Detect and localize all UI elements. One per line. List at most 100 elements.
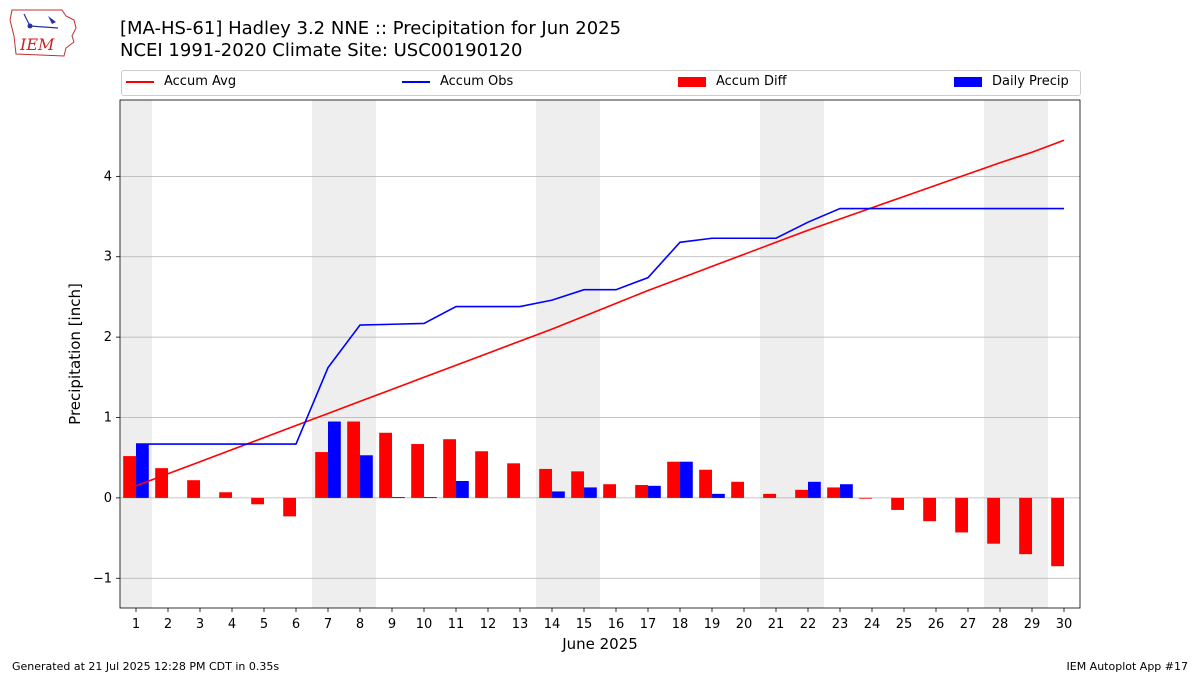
bar-daily-precip	[328, 421, 341, 498]
x-tick-label: 4	[228, 617, 236, 632]
bar-daily-precip	[584, 487, 597, 498]
x-tick-label: 15	[576, 617, 593, 632]
legend-label-daily-precip: Daily Precip	[992, 74, 1069, 89]
bar-accum-diff	[635, 485, 648, 498]
bar-accum-diff	[219, 492, 232, 498]
x-tick-label: 2	[164, 617, 172, 632]
y-tick-label: 3	[104, 250, 112, 265]
bar-daily-precip	[712, 493, 725, 498]
x-tick-label: 11	[448, 617, 465, 632]
x-tick-label: 19	[704, 617, 721, 632]
bar-daily-precip	[552, 491, 565, 498]
plot-frame	[119, 99, 1081, 609]
legend-label-accum-obs: Accum Obs	[440, 74, 514, 89]
y-tick-label: 2	[104, 330, 112, 345]
bar-daily-precip	[392, 497, 405, 498]
bar-accum-diff	[539, 468, 552, 498]
bar-accum-diff	[731, 481, 744, 498]
bar-accum-diff	[891, 497, 904, 510]
legend-label-accum-diff: Accum Diff	[716, 74, 787, 89]
line-accum-avg	[135, 139, 1065, 487]
bar-daily-precip	[840, 484, 853, 498]
x-tick-label: 7	[324, 617, 332, 632]
bar-daily-precip	[136, 444, 149, 498]
x-tick-label: 13	[512, 617, 529, 632]
bar-accum-diff	[123, 456, 136, 498]
y-axis-label: Precipitation [inch]	[66, 283, 84, 425]
iowa-map-icon: IEM	[9, 9, 77, 57]
x-tick-label: 3	[196, 617, 204, 632]
y-tick-label: 0	[104, 491, 112, 506]
bar-accum-diff	[315, 452, 328, 498]
iem-logo: IEM	[8, 6, 80, 58]
x-tick-label: 1	[132, 617, 140, 632]
bar-accum-diff	[603, 484, 616, 498]
bar-accum-diff	[987, 497, 1000, 544]
weekend-shade	[760, 100, 824, 608]
x-tick-label: 5	[260, 617, 268, 632]
x-tick-label: 29	[1024, 617, 1041, 632]
bar-daily-precip	[648, 485, 661, 498]
bar-accum-diff	[699, 469, 712, 498]
footer-app: IEM Autoplot App #17	[1066, 660, 1189, 673]
legend-swatch-accum-obs	[402, 80, 430, 83]
y-tick-label: −1	[93, 571, 112, 586]
bar-accum-diff	[507, 463, 520, 498]
logo-text: IEM	[19, 35, 55, 54]
x-tick-label: 18	[672, 617, 689, 632]
x-tick-label: 20	[736, 617, 753, 632]
y-tick-label: 1	[104, 411, 112, 426]
x-tick-label: 30	[1056, 617, 1073, 632]
bar-accum-diff	[827, 487, 840, 498]
weekend-shade	[312, 100, 376, 608]
bar-accum-diff	[1051, 497, 1064, 567]
legend-swatch-accum-avg	[126, 80, 154, 83]
bar-accum-diff	[283, 497, 296, 517]
x-tick-label: 16	[608, 617, 625, 632]
bar-accum-diff	[763, 493, 776, 498]
bar-accum-diff	[155, 468, 168, 498]
x-tick-label: 25	[896, 617, 913, 632]
bar-accum-diff	[795, 489, 808, 498]
bar-daily-precip	[456, 481, 469, 498]
chart-legend: Accum Avg Accum Obs Accum Diff Daily Pre…	[121, 70, 1081, 96]
line-accum-obs	[136, 207, 1064, 445]
bar-daily-precip	[360, 455, 373, 498]
x-tick-label: 28	[992, 617, 1009, 632]
chart-title: [MA-HS-61] Hadley 3.2 NNE :: Precipitati…	[120, 18, 622, 39]
legend-label-accum-avg: Accum Avg	[164, 74, 237, 89]
legend-item-accum-obs: Accum Obs	[402, 74, 513, 89]
bar-accum-diff	[475, 451, 488, 498]
bar-accum-diff	[443, 439, 456, 498]
bar-accum-diff	[571, 471, 584, 498]
bar-accum-diff	[411, 444, 424, 498]
legend-swatch-daily-precip	[954, 76, 982, 87]
legend-swatch-accum-diff	[678, 76, 706, 87]
bar-accum-diff	[379, 432, 392, 498]
y-tick-label: 4	[104, 169, 112, 184]
x-tick-label: 24	[864, 617, 881, 632]
bar-accum-diff	[955, 497, 968, 533]
bar-accum-diff	[347, 421, 360, 498]
x-tick-label: 12	[480, 617, 497, 632]
x-tick-label: 9	[388, 617, 396, 632]
bar-accum-diff	[667, 461, 680, 498]
legend-item-daily-precip: Daily Precip	[954, 74, 1069, 89]
bar-daily-precip	[680, 461, 693, 498]
x-tick-label: 6	[292, 617, 300, 632]
x-tick-label: 14	[544, 617, 561, 632]
bar-accum-diff	[187, 480, 200, 498]
weekend-shade	[536, 100, 600, 608]
bar-accum-diff	[859, 497, 872, 499]
x-tick-label: 22	[800, 617, 817, 632]
x-tick-label: 23	[832, 617, 849, 632]
legend-item-accum-avg: Accum Avg	[126, 74, 236, 89]
x-tick-label: 26	[928, 617, 945, 632]
x-tick-label: 21	[768, 617, 785, 632]
weekend-shade	[120, 100, 152, 608]
bar-accum-diff	[251, 497, 264, 505]
x-tick-label: 27	[960, 617, 977, 632]
x-tick-label: 8	[356, 617, 364, 632]
bar-daily-precip	[424, 497, 437, 498]
